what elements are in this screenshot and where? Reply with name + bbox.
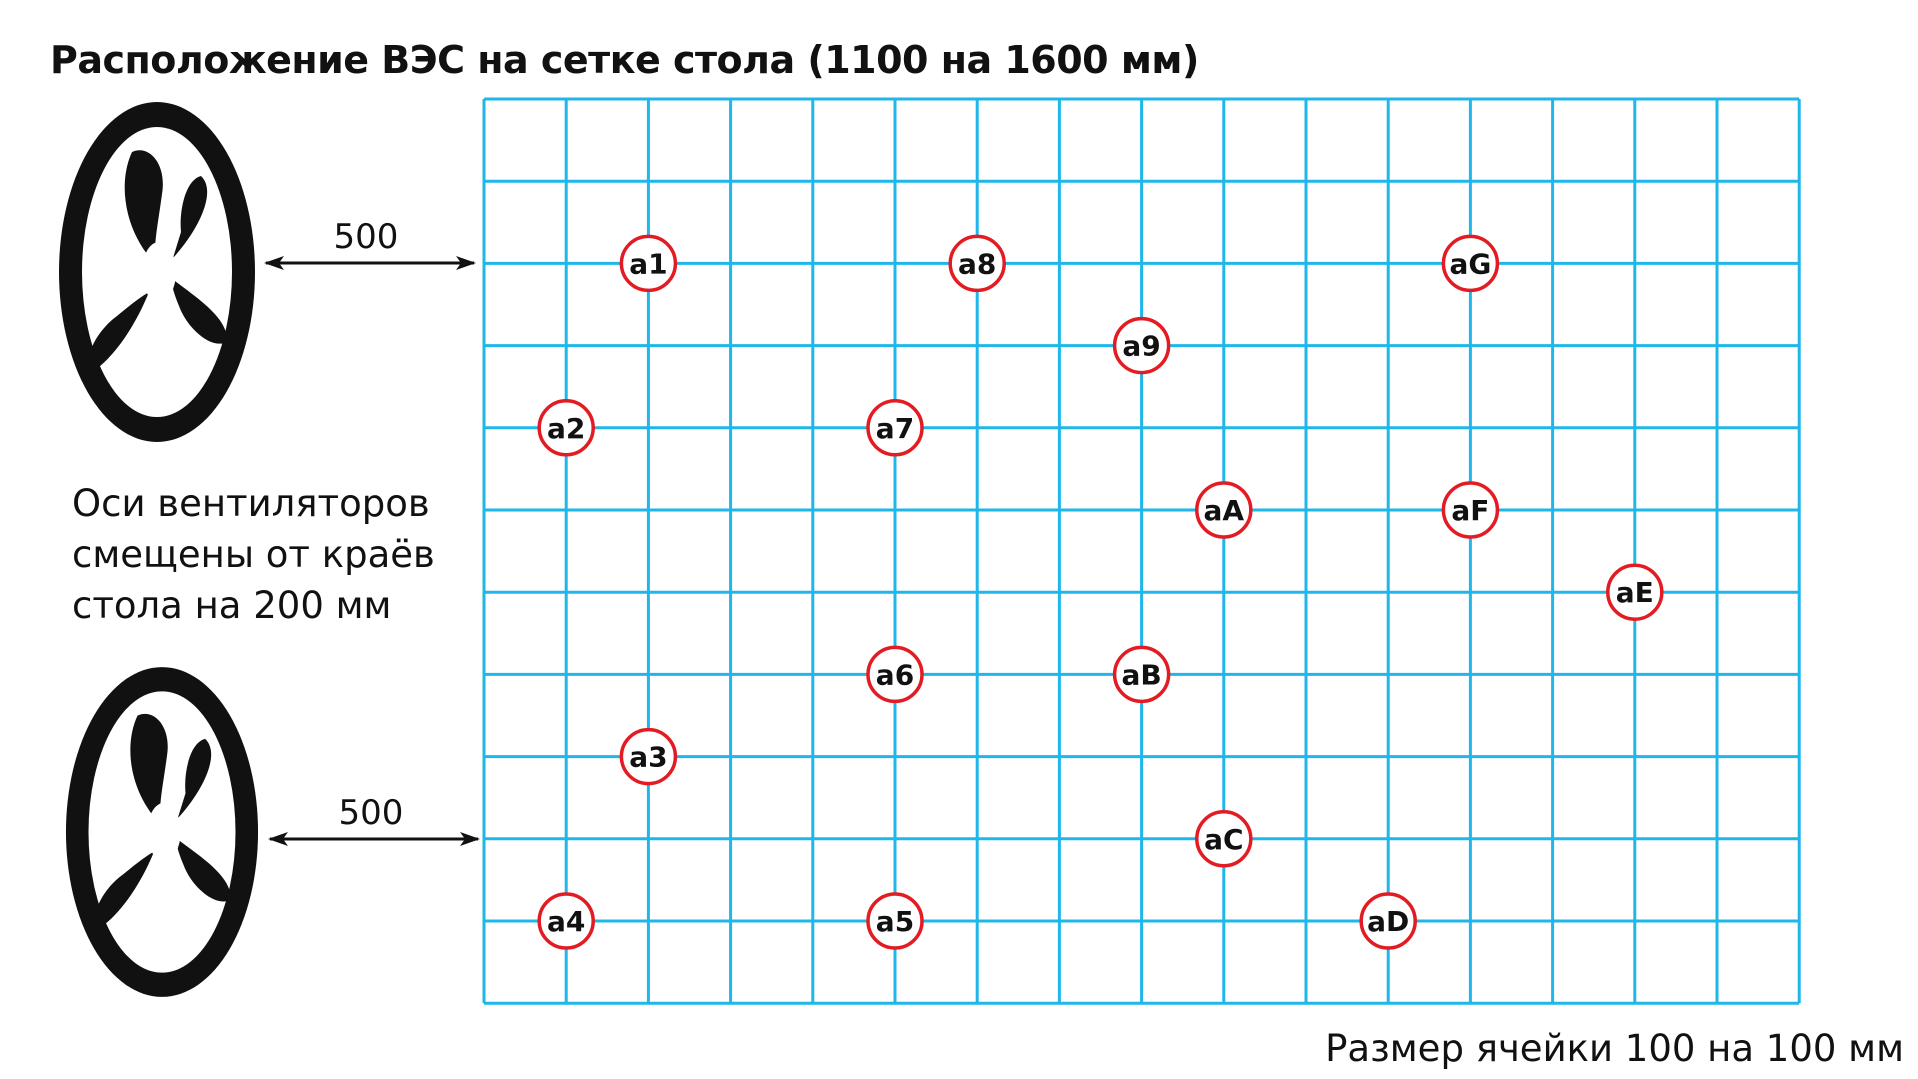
fan-bottom-icon — [65, 667, 259, 997]
marker-circle — [1606, 563, 1664, 621]
marker-circle — [619, 234, 678, 293]
marker-circle — [866, 645, 924, 704]
marker-circle — [1359, 892, 1417, 950]
turbine-marker: aG — [1441, 234, 1500, 293]
turbine-marker: aD — [1359, 892, 1417, 950]
diagram-title: Расположение ВЭС на сетке стола (1100 на… — [50, 38, 1199, 82]
turbine-marker: a3 — [619, 727, 678, 786]
marker-label: aG — [1449, 247, 1491, 280]
marker-label: aD — [1367, 905, 1409, 938]
marker-label: a6 — [876, 658, 914, 691]
table-grid — [482, 97, 1801, 1005]
fan-top-icon — [59, 102, 255, 442]
marker-label: aE — [1616, 576, 1654, 609]
fan-bottom-distance: 500 — [268, 793, 480, 846]
marker-label: aF — [1451, 494, 1489, 527]
marker-label: a3 — [629, 741, 667, 774]
marker-label: a2 — [547, 412, 585, 445]
turbine-marker: aE — [1606, 563, 1664, 621]
turbine-marker: aB — [1112, 645, 1171, 704]
fan-top-distance: 500 — [264, 217, 476, 270]
note-line: стола на 200 мм — [72, 584, 392, 627]
marker-circle — [537, 892, 595, 950]
marker-label: a1 — [629, 247, 667, 280]
turbine-marker: a8 — [948, 234, 1006, 293]
marker-circle — [866, 399, 924, 457]
fan-offset-note: Оси вентиляторов смещены от краёв стола … — [72, 478, 435, 631]
marker-label: a4 — [547, 905, 585, 938]
marker-circle — [1112, 316, 1171, 375]
cell-size-caption: Размер ячейки 100 на 100 мм — [1325, 1027, 1904, 1070]
marker-label: a9 — [1122, 330, 1160, 363]
marker-label: aA — [1204, 494, 1245, 527]
marker-label: a7 — [876, 412, 914, 445]
marker-circle — [1195, 810, 1253, 868]
marker-circle — [1112, 645, 1171, 704]
note-line: Оси вентиляторов — [72, 482, 430, 525]
note-line: смещены от краёв — [72, 533, 435, 576]
turbine-marker: aC — [1195, 810, 1253, 868]
marker-label: a5 — [876, 905, 914, 938]
turbine-markers: a1 a2 a3 a4 a5 a6 a7 a8 a9 aA aB aC aD aE aF aG — [537, 234, 1664, 950]
turbine-marker: a9 — [1112, 316, 1171, 375]
turbine-marker: a2 — [537, 399, 595, 457]
turbine-marker: a5 — [866, 892, 924, 950]
turbine-marker: a7 — [866, 399, 924, 457]
turbine-marker: a4 — [537, 892, 595, 950]
marker-label: aC — [1204, 823, 1243, 856]
turbine-marker: aF — [1441, 481, 1500, 539]
turbine-marker: aA — [1195, 481, 1253, 539]
turbine-marker: a1 — [619, 234, 678, 293]
marker-circle — [1441, 481, 1500, 539]
marker-circle — [1441, 234, 1500, 293]
distance-label: 500 — [334, 217, 399, 257]
marker-circle — [619, 727, 678, 786]
marker-circle — [1195, 481, 1253, 539]
marker-circle — [948, 234, 1006, 293]
marker-label: a8 — [958, 247, 996, 280]
distance-label: 500 — [339, 793, 404, 833]
marker-circle — [537, 399, 595, 457]
turbine-marker: a6 — [866, 645, 924, 704]
marker-label: aB — [1121, 658, 1161, 691]
marker-circle — [866, 892, 924, 950]
